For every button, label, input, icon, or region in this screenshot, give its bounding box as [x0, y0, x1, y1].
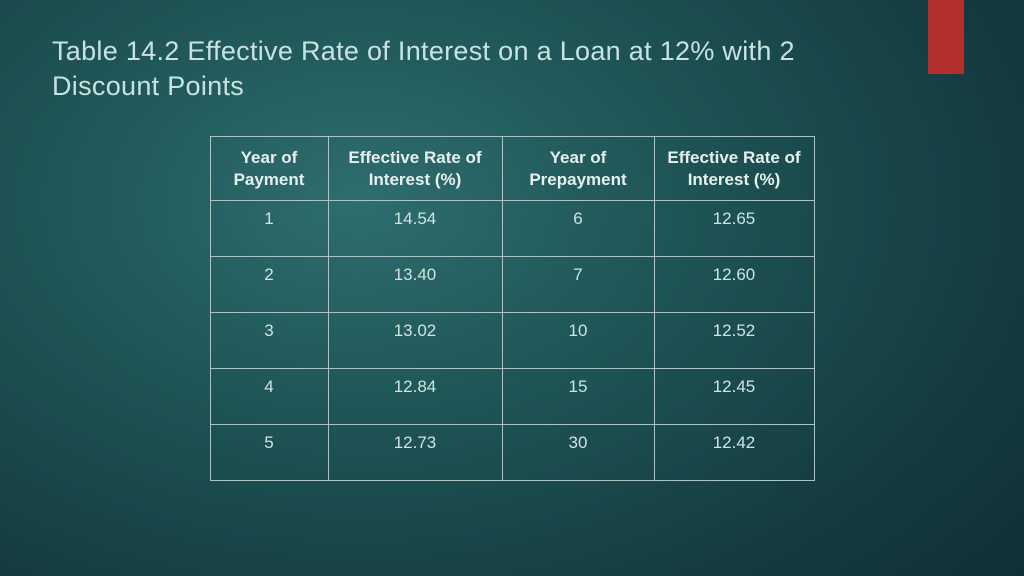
cell: 13.40 [328, 257, 502, 313]
table-row: 5 12.73 30 12.42 [210, 425, 814, 481]
table-row: 4 12.84 15 12.45 [210, 369, 814, 425]
cell: 12.84 [328, 369, 502, 425]
cell: 30 [502, 425, 654, 481]
cell: 12.60 [654, 257, 814, 313]
cell: 7 [502, 257, 654, 313]
cell: 2 [210, 257, 328, 313]
col-header-year-payment: Year of Payment [210, 137, 328, 201]
table-row: 3 13.02 10 12.52 [210, 313, 814, 369]
cell: 6 [502, 201, 654, 257]
col-header-rate-1: Effective Rate of Interest (%) [328, 137, 502, 201]
cell: 5 [210, 425, 328, 481]
table-row: 2 13.40 7 12.60 [210, 257, 814, 313]
cell: 12.52 [654, 313, 814, 369]
cell: 12.65 [654, 201, 814, 257]
cell: 12.73 [328, 425, 502, 481]
cell: 13.02 [328, 313, 502, 369]
table-container: Year of Payment Effective Rate of Intere… [52, 136, 972, 481]
table-body: 1 14.54 6 12.65 2 13.40 7 12.60 3 13.02 … [210, 201, 814, 481]
cell: 1 [210, 201, 328, 257]
table-row: 1 14.54 6 12.65 [210, 201, 814, 257]
cell: 4 [210, 369, 328, 425]
accent-bar [928, 0, 964, 74]
col-header-year-prepayment: Year of Prepayment [502, 137, 654, 201]
slide: Table 14.2 Effective Rate of Interest on… [0, 0, 1024, 576]
table-header-row: Year of Payment Effective Rate of Intere… [210, 137, 814, 201]
cell: 3 [210, 313, 328, 369]
cell: 12.45 [654, 369, 814, 425]
cell: 10 [502, 313, 654, 369]
slide-title: Table 14.2 Effective Rate of Interest on… [52, 34, 872, 104]
col-header-rate-2: Effective Rate of Interest (%) [654, 137, 814, 201]
cell: 14.54 [328, 201, 502, 257]
interest-rate-table: Year of Payment Effective Rate of Intere… [210, 136, 815, 481]
cell: 12.42 [654, 425, 814, 481]
cell: 15 [502, 369, 654, 425]
